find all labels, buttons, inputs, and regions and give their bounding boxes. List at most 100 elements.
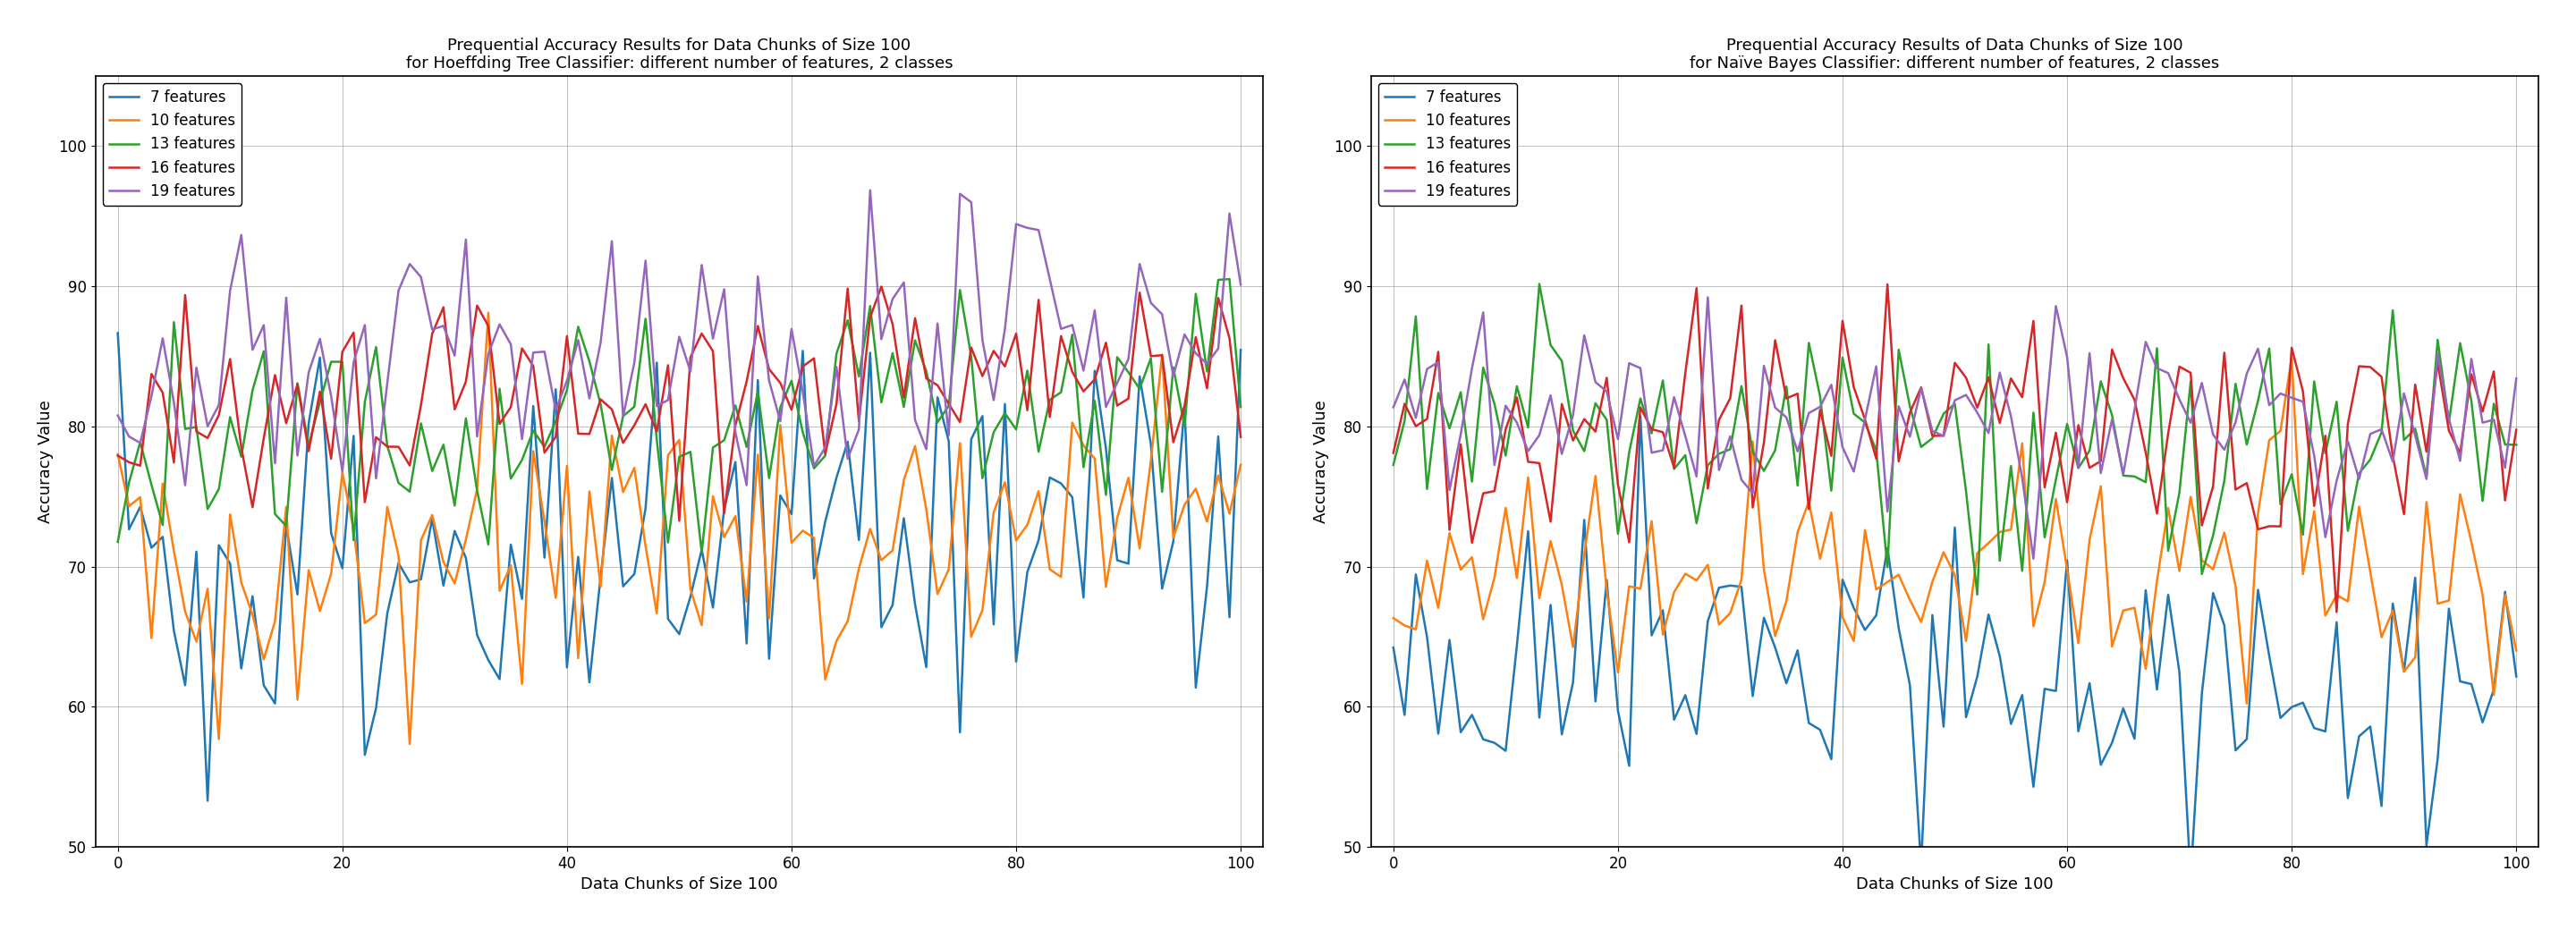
13 features	[788, 427, 819, 438]
13 features	[685, 547, 716, 558]
19 features	[2187, 378, 2218, 389]
13 features	[2074, 445, 2105, 456]
19 features	[1455, 363, 1486, 374]
10 features	[474, 307, 505, 318]
Line: 7 features: 7 features	[118, 333, 1242, 801]
10 features	[2164, 565, 2195, 577]
10 features	[1378, 613, 1409, 624]
19 features	[1659, 392, 1690, 403]
X-axis label: Data Chunks of Size 100: Data Chunks of Size 100	[1857, 877, 2053, 893]
13 features	[1963, 589, 1994, 600]
Title: Prequential Accuracy Results of Data Chunks of Size 100
for Naïve Bayes Classifi: Prequential Accuracy Results of Data Chu…	[1690, 37, 2221, 72]
19 features	[170, 480, 201, 491]
19 features	[1378, 402, 1409, 413]
7 features	[180, 546, 211, 557]
7 features	[1906, 860, 1937, 871]
13 features	[1378, 459, 1409, 471]
19 features	[103, 410, 134, 421]
10 features	[384, 550, 415, 561]
7 features	[2244, 584, 2275, 595]
19 features	[2074, 348, 2105, 359]
7 features	[2501, 671, 2532, 682]
7 features	[1455, 710, 1486, 721]
Line: 13 features: 13 features	[1394, 284, 2517, 594]
Line: 10 features: 10 features	[118, 312, 1242, 744]
Y-axis label: Accuracy Value: Accuracy Value	[1314, 400, 1329, 523]
10 features	[799, 532, 829, 543]
16 features	[912, 373, 943, 384]
Line: 16 features: 16 features	[1394, 285, 2517, 612]
16 features	[2321, 606, 2352, 618]
19 features	[1226, 279, 1257, 290]
7 features	[631, 503, 662, 514]
19 features	[788, 386, 819, 397]
19 features	[1692, 292, 1723, 303]
19 features	[855, 185, 886, 196]
10 features	[180, 636, 211, 647]
19 features	[2244, 343, 2275, 354]
7 features	[1625, 410, 1656, 421]
13 features	[956, 351, 987, 362]
7 features	[1378, 642, 1409, 653]
Legend: 7 features, 10 features, 13 features, 16 features, 19 features: 7 features, 10 features, 13 features, 16…	[1378, 84, 1517, 206]
16 features	[2063, 419, 2094, 431]
16 features	[618, 419, 649, 431]
16 features	[2231, 477, 2262, 488]
16 features	[1659, 462, 1690, 473]
16 features	[1226, 432, 1257, 443]
19 features	[193, 420, 224, 432]
10 features	[2221, 580, 2251, 591]
7 features	[788, 345, 819, 356]
19 features	[1906, 382, 1937, 393]
13 features	[1669, 449, 1700, 460]
10 features	[2050, 564, 2081, 575]
13 features	[618, 401, 649, 412]
19 features	[2501, 373, 2532, 384]
10 features	[2501, 644, 2532, 656]
7 features	[1669, 690, 1700, 701]
13 features	[2501, 439, 2532, 450]
7 features	[956, 433, 987, 445]
16 features	[2174, 367, 2205, 379]
16 features	[1455, 538, 1486, 549]
10 features	[1659, 587, 1690, 598]
7 features	[394, 577, 425, 588]
Legend: 7 features, 10 features, 13 features, 16 features, 19 features: 7 features, 10 features, 13 features, 16…	[103, 84, 242, 206]
19 features	[966, 335, 997, 346]
Y-axis label: Accuracy Value: Accuracy Value	[36, 400, 54, 523]
10 features	[1226, 459, 1257, 471]
13 features	[384, 477, 415, 488]
10 features	[1455, 551, 1486, 563]
13 features	[1226, 402, 1257, 413]
10 features	[966, 604, 997, 616]
19 features	[2017, 553, 2048, 565]
19 features	[912, 444, 943, 455]
7 features	[899, 599, 930, 610]
10 features	[1893, 594, 1924, 605]
16 features	[866, 281, 896, 292]
7 features	[1226, 344, 1257, 355]
7 features	[2187, 688, 2218, 699]
16 features	[665, 515, 696, 526]
10 features	[912, 504, 943, 515]
Line: 19 features: 19 features	[1394, 298, 2517, 559]
16 features	[2501, 424, 2532, 435]
19 features	[631, 255, 662, 266]
Line: 10 features: 10 features	[1394, 357, 2517, 703]
16 features	[1378, 447, 1409, 458]
13 features	[2244, 395, 2275, 406]
Line: 7 features: 7 features	[1394, 416, 2517, 878]
13 features	[1525, 278, 1556, 289]
X-axis label: Data Chunks of Size 100: Data Chunks of Size 100	[580, 877, 778, 893]
16 features	[1873, 279, 1904, 290]
16 features	[103, 450, 134, 461]
10 features	[394, 738, 425, 750]
10 features	[2277, 352, 2308, 363]
13 features	[103, 537, 134, 548]
10 features	[2231, 698, 2262, 709]
Line: 19 features: 19 features	[118, 191, 1242, 485]
13 features	[1906, 442, 1937, 453]
7 features	[193, 795, 224, 806]
10 features	[103, 448, 134, 459]
Title: Prequential Accuracy Results for Data Chunks of Size 100
for Hoeffding Tree Clas: Prequential Accuracy Results for Data Ch…	[404, 37, 953, 72]
